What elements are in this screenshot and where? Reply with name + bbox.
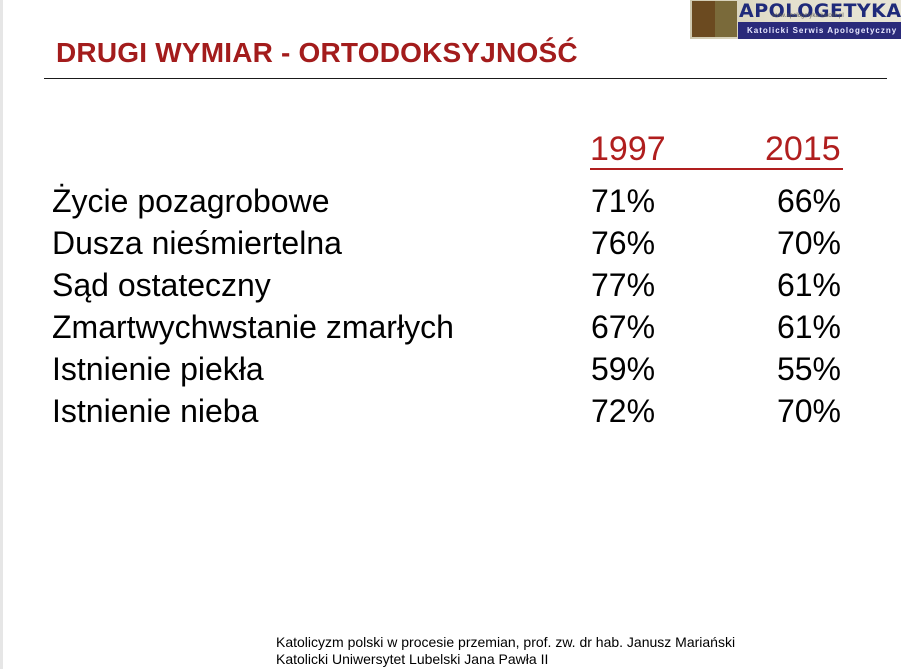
value-2015: 55% [776,351,841,387]
table-row: Dusza nieśmiertelna 76% 70% [0,225,901,267]
value-2015: 61% [776,309,841,345]
value-1997: 77% [591,267,656,303]
value-1997: 67% [591,309,656,345]
logo-figure-icon [715,1,737,37]
logo-emblem-icon [692,1,716,37]
table-row: Życie pozagrobowe 71% 66% [0,183,901,225]
value-1997: 59% [591,351,656,387]
row-label: Życie pozagrobowe [52,183,330,219]
row-label: Sąd ostateczny [52,267,271,303]
logo-wordmark: APOLOGETYKA [739,0,901,22]
table-row: Zmartwychwstanie zmarłych 67% 61% [0,309,901,351]
column-header-underline [590,168,843,170]
row-label: Istnienie piekła [52,351,264,387]
value-1997: 72% [591,393,656,429]
apologetyka-logo[interactable]: APOLOGETYKA www.apologetyka.katolik.pl K… [690,0,901,39]
logo-tagline: Katolicki Serwis Apologetyczny [747,26,898,35]
footer-line-2: Katolicki Uniwersytet Lubelski Jana Pawł… [276,651,549,667]
title-divider [44,78,887,79]
table-row: Sąd ostateczny 77% 61% [0,267,901,309]
row-label: Zmartwychwstanie zmarłych [52,309,454,345]
logo-band [738,22,901,39]
logo-url: www.apologetyka.katolik.pl [772,13,844,19]
value-2015: 70% [776,225,841,261]
table-row: Istnienie piekła 59% 55% [0,351,901,393]
row-label: Dusza nieśmiertelna [52,225,342,261]
slide-footer: Katolicyzm polski w procesie przemian, p… [276,634,735,668]
column-header-2015: 2015 [765,130,841,168]
table-row: Istnienie nieba 72% 70% [0,393,901,435]
slide-left-edge [0,0,3,669]
footer-line-1: Katolicyzm polski w procesie przemian, p… [276,634,736,650]
column-header-1997: 1997 [590,130,666,168]
row-label: Istnienie nieba [52,393,259,429]
value-2015: 61% [776,267,841,303]
value-2015: 66% [776,183,841,219]
value-2015: 70% [776,393,841,429]
slide-title: DRUGI WYMIAR - ORTODOKSYJNOŚĆ [56,37,578,68]
value-1997: 71% [591,183,656,219]
value-1997: 76% [591,225,656,261]
